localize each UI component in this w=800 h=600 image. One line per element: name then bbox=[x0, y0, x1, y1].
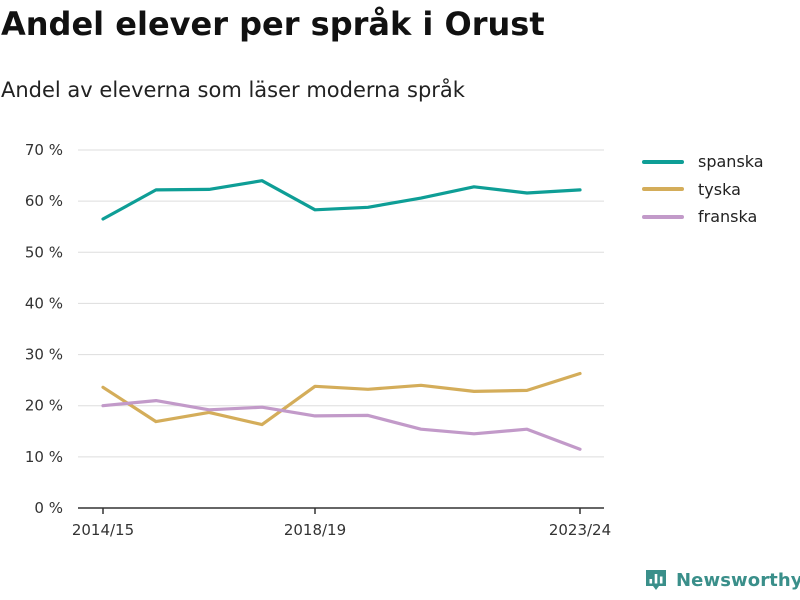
y-tick-label: 10 % bbox=[25, 448, 63, 466]
y-tick-label: 0 % bbox=[34, 499, 63, 517]
legend-item-franska[interactable]: franska bbox=[642, 203, 764, 231]
chart-title: Andel elever per språk i Orust bbox=[1, 5, 545, 43]
brand: Newsworthy bbox=[644, 568, 800, 592]
legend-label: franska bbox=[698, 207, 758, 227]
x-tick-label: 2018/19 bbox=[284, 521, 346, 539]
legend-item-tyska[interactable]: tyska bbox=[642, 176, 764, 204]
y-tick-label: 20 % bbox=[25, 397, 63, 415]
chart-subtitle: Andel av eleverna som läser moderna språ… bbox=[1, 78, 465, 102]
legend-swatch bbox=[642, 159, 684, 164]
chart-legend: spanska tyska franska bbox=[642, 148, 764, 231]
series-line-tyska bbox=[101, 371, 582, 427]
y-tick-label: 40 % bbox=[25, 294, 63, 312]
y-tick-label: 30 % bbox=[25, 346, 63, 364]
series-line-franska bbox=[101, 399, 582, 451]
legend-item-spanska[interactable]: spanska bbox=[642, 148, 764, 176]
x-tick-label: 2023/24 bbox=[549, 521, 611, 539]
series-line-spanska bbox=[101, 179, 582, 221]
brand-name: Newsworthy bbox=[676, 569, 800, 591]
bar-chart-badge-icon bbox=[646, 570, 666, 590]
legend-label: spanska bbox=[698, 152, 764, 172]
x-tick-label: 2014/15 bbox=[72, 521, 134, 539]
y-tick-label: 70 % bbox=[25, 141, 63, 159]
legend-swatch bbox=[642, 214, 684, 219]
legend-swatch bbox=[642, 187, 684, 192]
y-tick-label: 50 % bbox=[25, 243, 63, 261]
y-tick-label: 60 % bbox=[25, 192, 63, 210]
legend-label: tyska bbox=[698, 179, 741, 199]
